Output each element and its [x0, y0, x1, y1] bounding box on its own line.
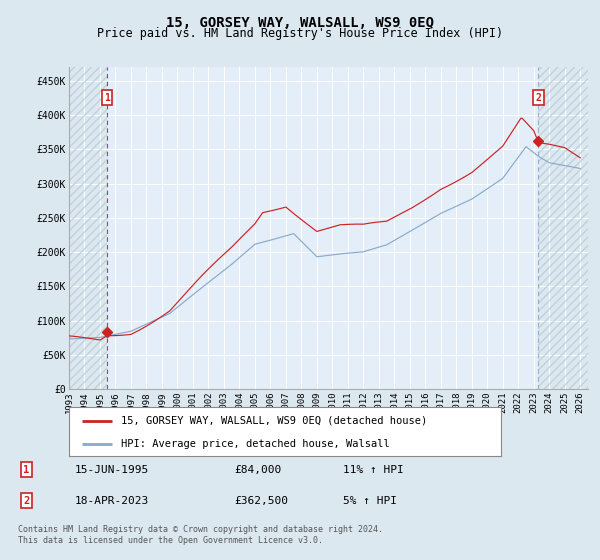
Bar [69, 67, 107, 389]
Text: 15, GORSEY WAY, WALSALL, WS9 0EQ (detached house): 15, GORSEY WAY, WALSALL, WS9 0EQ (detach… [121, 416, 427, 426]
Text: 2: 2 [23, 496, 29, 506]
Bar [538, 67, 588, 389]
Text: 1: 1 [104, 93, 110, 103]
Text: £362,500: £362,500 [235, 496, 289, 506]
Text: 18-APR-2023: 18-APR-2023 [75, 496, 149, 506]
Text: 5% ↑ HPI: 5% ↑ HPI [343, 496, 397, 506]
Text: 11% ↑ HPI: 11% ↑ HPI [343, 465, 404, 475]
Text: Contains HM Land Registry data © Crown copyright and database right 2024.
This d: Contains HM Land Registry data © Crown c… [18, 525, 383, 545]
Text: Price paid vs. HM Land Registry's House Price Index (HPI): Price paid vs. HM Land Registry's House … [97, 27, 503, 40]
Bar [69, 67, 107, 389]
Text: 15-JUN-1995: 15-JUN-1995 [75, 465, 149, 475]
Text: HPI: Average price, detached house, Walsall: HPI: Average price, detached house, Wals… [121, 439, 389, 449]
Text: 15, GORSEY WAY, WALSALL, WS9 0EQ: 15, GORSEY WAY, WALSALL, WS9 0EQ [166, 16, 434, 30]
Text: 1: 1 [23, 465, 29, 475]
Text: £84,000: £84,000 [235, 465, 282, 475]
Bar [538, 67, 588, 389]
Text: 2: 2 [535, 93, 541, 103]
